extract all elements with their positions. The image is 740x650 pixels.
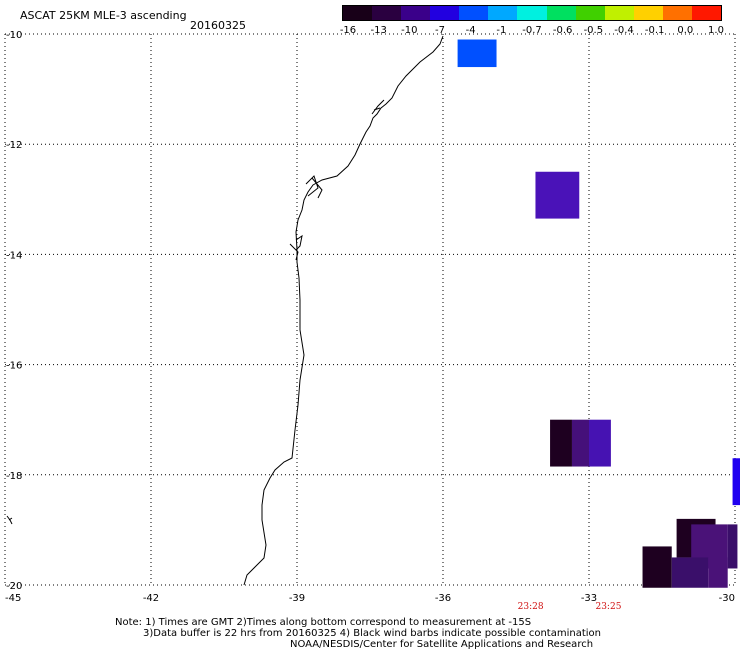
color-scale-swatch [343,6,373,20]
credit-line: NOAA/NESDIS/Center for Satellite Applica… [290,639,594,650]
pass-time-label: 23:25 [595,602,621,612]
latitude-labels: -10 -12 -14 -16 -18 -20 [6,30,22,592]
wind-data-cell [708,557,728,588]
lat-label: -10 [6,30,22,41]
wind-data-cell [535,171,580,219]
product-title: ASCAT 25KM MLE-3 ascending [20,9,187,22]
color-scale-swatch [633,6,663,20]
lon-label: -39 [289,593,305,604]
color-scale-label: 1.0 [708,25,724,36]
color-scale-label: 0.0 [677,25,694,36]
color-scale-swatch [575,6,605,20]
lon-label: -45 [5,593,21,604]
color-scale-swatch [459,6,489,20]
color-scale-label: -10 [401,25,418,36]
wind-data-cell [589,419,611,467]
color-scale-swatch [430,6,460,20]
color-scale-label: -7 [435,25,445,36]
color-scale-swatch [691,6,722,20]
color-scale-swatch [401,6,431,20]
lat-label: -18 [6,471,22,482]
lat-label: -16 [6,361,22,372]
color-scale-label: -4 [465,25,476,36]
wind-data-cell [571,419,589,467]
product-date: 20160325 [190,19,246,32]
coastline [243,35,444,586]
time-labels: 23:28 23:25 [518,602,622,612]
color-scale-label: -1 [496,25,507,36]
color-scale-swatch [604,6,634,20]
wind-data-cell [457,39,497,68]
lat-lon-grid [4,33,736,586]
color-scale-label: -0.6 [552,25,573,36]
lat-label: -20 [6,581,22,592]
color-scale-label: -0.5 [583,25,604,36]
color-scale-label: -0.4 [614,25,634,36]
color-scale-label: -16 [339,25,357,36]
color-scale-swatch [662,6,692,20]
coastline-estuaries [6,99,385,525]
wind-data-cell [550,419,572,467]
longitude-labels: -45 -42 -39 -36 -33 -30 [5,593,735,604]
note-line-1: Note: 1) Times are GMT 2)Times along bot… [115,617,532,628]
wind-data-cell [727,524,738,569]
color-scale-label: -0.1 [644,25,665,36]
wind-data-cells [457,39,740,588]
wind-data-cell [642,546,672,588]
note-line-2: 3)Data buffer is 22 hrs from 20160325 4)… [143,628,601,639]
lat-label: -14 [6,250,22,261]
pass-time-label: 23:28 [518,602,544,612]
color-scale-swatch [488,6,518,20]
color-scale-label: -13 [370,25,387,36]
color-scale-label: -0.7 [522,25,542,36]
color-scale-swatch [372,6,402,20]
color-scale-swatch [546,6,576,20]
lon-label: -36 [435,593,451,604]
color-scale-swatch [517,6,547,20]
wind-data-cell [732,458,740,506]
color-scale-bar [342,5,722,21]
lon-label: -30 [719,593,735,604]
lon-label: -42 [143,593,159,604]
wind-data-cell [671,557,709,588]
lon-label: -33 [581,593,597,604]
lat-label: -12 [6,140,22,151]
